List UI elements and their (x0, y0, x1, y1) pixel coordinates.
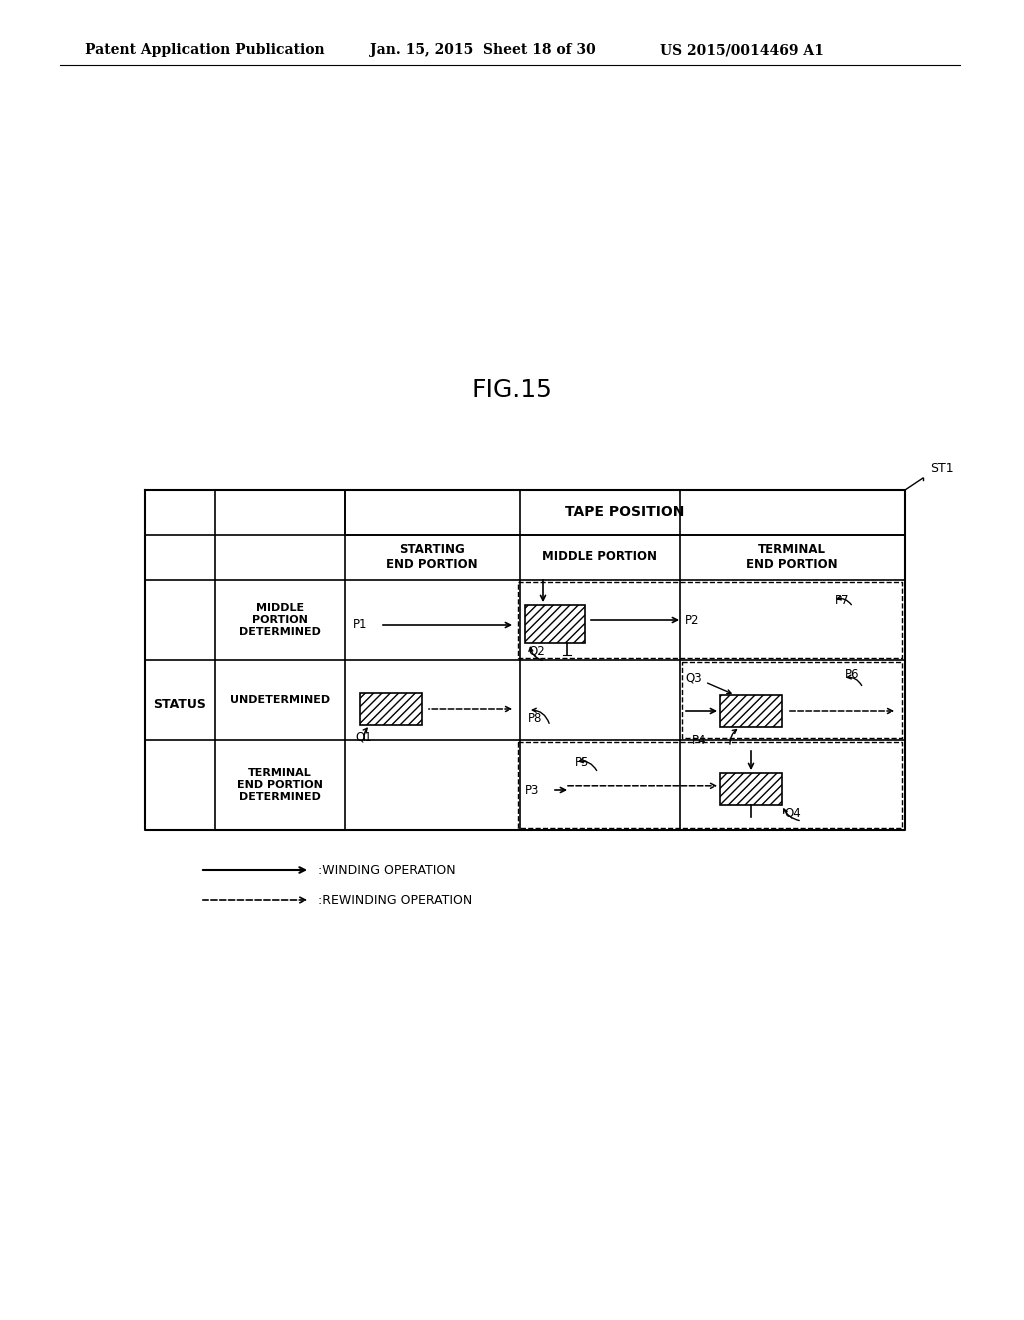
Bar (525, 605, 585, 643)
Text: P2: P2 (685, 614, 699, 627)
Text: P3: P3 (525, 784, 540, 796)
Text: MIDDLE
PORTION
DETERMINED: MIDDLE PORTION DETERMINED (239, 603, 321, 636)
Text: Q3: Q3 (685, 672, 701, 685)
Text: UNDETERMINED: UNDETERMINED (230, 696, 330, 705)
Text: :REWINDING OPERATION: :REWINDING OPERATION (318, 894, 472, 907)
Text: Jan. 15, 2015  Sheet 18 of 30: Jan. 15, 2015 Sheet 18 of 30 (370, 44, 596, 57)
Text: STATUS: STATUS (154, 698, 207, 711)
Bar (720, 774, 782, 805)
Text: P7: P7 (835, 594, 850, 606)
Text: TERMINAL
END PORTION: TERMINAL END PORTION (746, 543, 838, 572)
Text: P5: P5 (575, 755, 590, 768)
Text: Q4: Q4 (784, 807, 801, 820)
Text: TERMINAL
END PORTION
DETERMINED: TERMINAL END PORTION DETERMINED (238, 768, 323, 801)
Text: Patent Application Publication: Patent Application Publication (85, 44, 325, 57)
Text: ST1: ST1 (930, 462, 953, 475)
Bar (360, 693, 422, 725)
Text: Q2: Q2 (528, 644, 545, 657)
Text: :WINDING OPERATION: :WINDING OPERATION (318, 863, 456, 876)
Text: P1: P1 (353, 619, 368, 631)
Text: STARTING
END PORTION: STARTING END PORTION (386, 543, 478, 572)
Text: P6: P6 (845, 668, 859, 681)
Text: P8: P8 (528, 711, 543, 725)
Text: TAPE POSITION: TAPE POSITION (565, 506, 685, 519)
Text: US 2015/0014469 A1: US 2015/0014469 A1 (660, 44, 824, 57)
Bar (720, 696, 782, 727)
Text: Q1: Q1 (355, 730, 372, 743)
Text: P4: P4 (692, 734, 707, 747)
Text: MIDDLE PORTION: MIDDLE PORTION (543, 550, 657, 564)
Text: FIG.15: FIG.15 (472, 378, 552, 403)
